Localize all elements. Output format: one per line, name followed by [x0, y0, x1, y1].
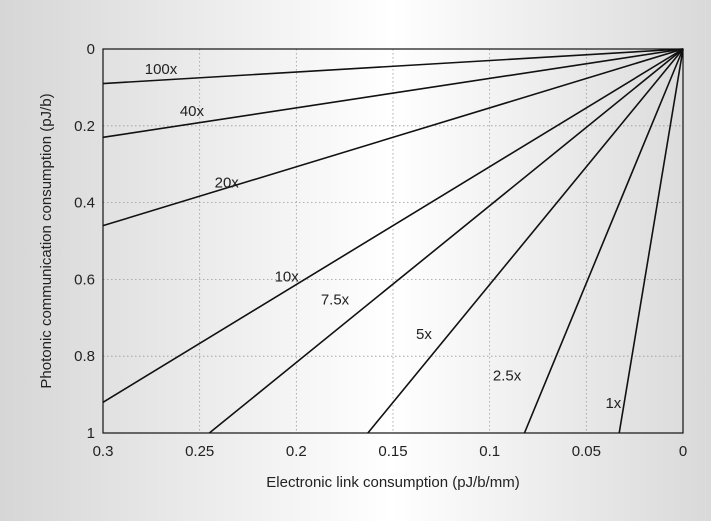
series-line-5x [367, 48, 684, 434]
series-group [102, 48, 684, 434]
y-axis-ticks: 0 0.2 0.4 0.6 0.8 1 [74, 41, 95, 442]
x-tick-label: 0 [679, 443, 687, 460]
x-tick-label: 0.2 [286, 443, 307, 460]
x-axis-ticks: 0.3 0.25 0.2 0.15 0.1 0.05 0 [93, 443, 688, 460]
series-line-40x [102, 48, 684, 139]
series-label: 40x [180, 103, 205, 120]
y-tick-label: 0.2 [74, 118, 95, 135]
series-label: 2.5x [493, 367, 522, 384]
series-line-1x [618, 48, 684, 434]
series-label: 20x [215, 175, 240, 192]
series-line-2-5x [523, 48, 684, 434]
grid [103, 49, 683, 433]
y-tick-label: 0 [87, 41, 95, 58]
y-tick-label: 1 [87, 425, 95, 442]
series-label: 5x [416, 326, 432, 343]
y-tick-label: 0.4 [74, 195, 95, 212]
y-axis-label: Photonic communication consumption (pJ/b… [38, 93, 55, 388]
series-line-100x [102, 48, 684, 85]
x-tick-label: 0.25 [185, 443, 214, 460]
y-tick-label: 0.8 [74, 348, 95, 365]
plot-frame [102, 48, 684, 434]
y-tick-label: 0.6 [74, 271, 95, 288]
series-line-7-5x [208, 48, 684, 434]
x-axis-label: Electronic link consumption (pJ/b/mm) [266, 474, 519, 491]
series-label: 7.5x [321, 291, 350, 308]
x-tick-label: 0.3 [93, 443, 114, 460]
series-line-10x [102, 48, 684, 403]
series-label: 10x [275, 268, 300, 285]
x-tick-label: 0.15 [378, 443, 407, 460]
series-label: 100x [145, 61, 178, 78]
line-labels: 100x 40x 20x 10x 7.5x 5x 2.5x 1x [145, 61, 622, 412]
x-tick-label: 0.05 [572, 443, 601, 460]
x-tick-label: 0.1 [479, 443, 500, 460]
series-label: 1x [605, 395, 621, 412]
series-line-20x [102, 48, 684, 227]
